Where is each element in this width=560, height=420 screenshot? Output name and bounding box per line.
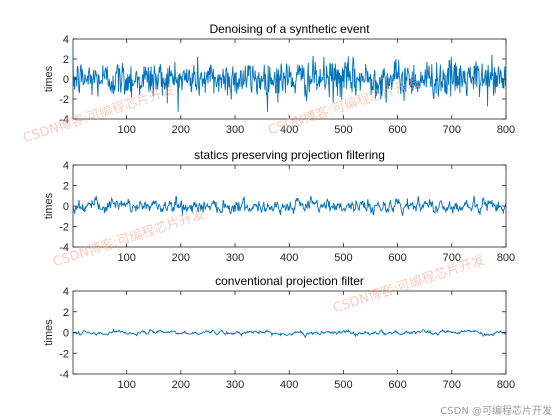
y-tick-label: 4 (63, 160, 69, 172)
subplot-1: 100 200 300 400 500 600 700 800 -4 -2 0 2 4 Denoising… (43, 22, 515, 136)
subplot-title: Denoising of a synthetic event (209, 22, 370, 36)
x-tick-label: 800 (497, 124, 515, 136)
subplot-title: statics preserving projection filtering (194, 148, 385, 162)
x-tick-label: 700 (443, 379, 461, 391)
series-line (72, 328, 507, 339)
y-tick-label: -2 (59, 94, 69, 106)
x-tick-label: 300 (226, 124, 244, 136)
y-axis-label: times (43, 319, 55, 346)
x-tick-label: 200 (172, 252, 190, 264)
subplot-title: conventional projection filter (215, 274, 364, 288)
y-tick-label: 2 (63, 307, 69, 319)
y-tick-label: -2 (59, 348, 69, 360)
y-axis-label: times (43, 192, 55, 219)
credit-watermark: CSDN @可编程芯片开发 (440, 406, 552, 417)
y-tick-label: 2 (63, 181, 69, 193)
x-tick-label: 300 (226, 252, 244, 264)
x-tick-label: 400 (280, 124, 298, 136)
x-tick-label: 200 (172, 124, 190, 136)
x-tick-label: 500 (334, 252, 352, 264)
x-tick-label: 400 (280, 379, 298, 391)
x-tick-label: 600 (388, 252, 406, 264)
y-tick-label: -4 (59, 242, 69, 254)
x-tick-label: 600 (388, 124, 406, 136)
y-tick-label: -4 (59, 369, 69, 381)
subplot-3: 100 200 300 400 500 600 700 800 -4 -2 0 2 4 conventio… (43, 274, 515, 391)
x-tick-label: 100 (117, 124, 135, 136)
y-tick-label: 2 (63, 54, 69, 66)
x-tick-label: 800 (497, 252, 515, 264)
y-tick-label: 4 (63, 286, 69, 298)
series-line (72, 52, 507, 113)
x-tick-label: 700 (443, 252, 461, 264)
y-tick-label: 0 (63, 328, 69, 340)
x-tick-label: 200 (172, 379, 190, 391)
x-tick-label: 600 (388, 379, 406, 391)
x-tick-label: 300 (226, 379, 244, 391)
y-tick-label: 0 (63, 74, 69, 86)
y-axis-label: times (43, 65, 55, 92)
x-tick-label: 400 (280, 252, 298, 264)
y-tick-label: 0 (63, 201, 69, 213)
y-tick-label: -2 (59, 222, 69, 234)
x-tick-label: 700 (443, 124, 461, 136)
x-tick-label: 500 (334, 124, 352, 136)
x-tick-label: 500 (334, 379, 352, 391)
x-tick-label: 100 (117, 252, 135, 264)
x-tick-label: 800 (497, 379, 515, 391)
x-tick-label: 100 (117, 379, 135, 391)
subplot-2: 100 200 300 400 500 600 700 800 -4 -2 0 2 4 statics p… (43, 148, 515, 264)
y-tick-label: 4 (63, 34, 69, 46)
y-tick-label: -4 (59, 114, 69, 126)
series-line (72, 195, 507, 216)
